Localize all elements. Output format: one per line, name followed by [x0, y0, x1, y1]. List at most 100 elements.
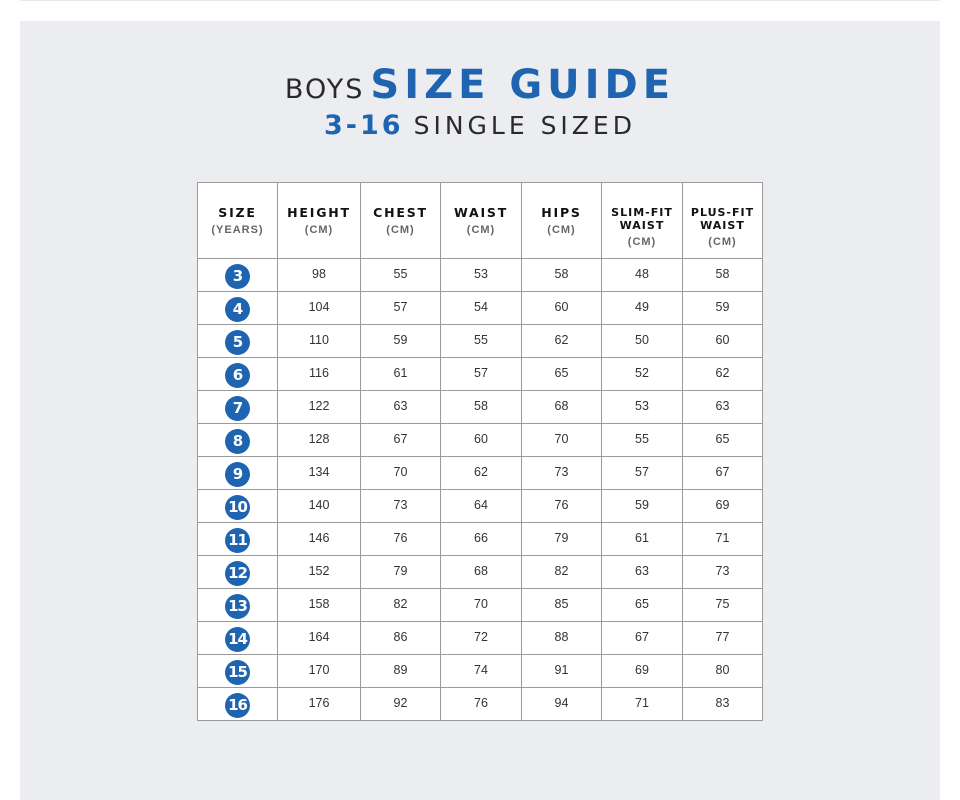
table-cell: 59 — [682, 291, 763, 325]
table-cell: 82 — [360, 588, 441, 622]
size-badge: 5 — [225, 329, 250, 355]
table-row: 11 146 76 66 79 61 71 — [197, 522, 763, 556]
table-cell: 73 — [360, 489, 441, 523]
table-cell: 79 — [360, 555, 441, 589]
title-prefix: BOYS — [284, 74, 365, 105]
table-cell: 140 — [277, 489, 361, 523]
table-cell: 61 — [601, 522, 683, 556]
column-header-unit: (YEARS) — [211, 224, 264, 236]
table-cell: 92 — [360, 687, 441, 721]
table-cell: 49 — [601, 291, 683, 325]
table-row: 6 116 61 57 65 52 62 — [197, 357, 763, 391]
table-cell: 76 — [360, 522, 441, 556]
title-main: SIZE GUIDE — [370, 62, 676, 108]
size-cell: 7 — [197, 390, 278, 424]
table-cell: 52 — [601, 357, 683, 391]
table-cell: 85 — [521, 588, 602, 622]
column-header-label: WAIST — [700, 219, 745, 232]
size-cell: 6 — [197, 357, 278, 391]
table-cell: 53 — [440, 258, 522, 292]
table-cell: 158 — [277, 588, 361, 622]
table-cell: 58 — [440, 390, 522, 424]
column-header-label: HIPS — [541, 205, 582, 220]
table-cell: 58 — [682, 258, 763, 292]
table-row: 16 176 92 76 94 71 83 — [197, 687, 763, 721]
table-cell: 91 — [521, 654, 602, 688]
table-header-row: SIZE (YEARS) HEIGHT (CM) CHEST (CM) WAIST (CM) H… — [197, 182, 763, 259]
table-cell: 122 — [277, 390, 361, 424]
table-cell: 80 — [682, 654, 763, 688]
table-cell: 55 — [360, 258, 441, 292]
table-cell: 98 — [277, 258, 361, 292]
table-cell: 55 — [601, 423, 683, 457]
column-header-label: HEIGHT — [287, 205, 351, 220]
size-badge: 9 — [225, 461, 250, 487]
table-cell: 134 — [277, 456, 361, 490]
column-header-unit: (CM) — [708, 236, 737, 248]
column-header: CHEST (CM) — [360, 182, 441, 259]
size-cell: 11 — [197, 522, 278, 556]
size-badge: 11 — [225, 527, 250, 553]
column-header: WAIST (CM) — [440, 182, 522, 259]
table-cell: 68 — [440, 555, 522, 589]
column-header: SIZE (YEARS) — [197, 182, 278, 259]
table-cell: 70 — [360, 456, 441, 490]
column-header-unit: (CM) — [627, 236, 657, 248]
table-cell: 83 — [682, 687, 763, 721]
top-divider — [20, 0, 940, 1]
table-cell: 59 — [360, 324, 441, 358]
table-cell: 67 — [360, 423, 441, 457]
size-badge: 4 — [225, 296, 250, 322]
table-cell: 94 — [521, 687, 602, 721]
table-cell: 62 — [440, 456, 522, 490]
size-cell: 14 — [197, 621, 278, 655]
size-cell: 8 — [197, 423, 278, 457]
size-cell: 9 — [197, 456, 278, 490]
table-cell: 164 — [277, 621, 361, 655]
table-cell: 68 — [521, 390, 602, 424]
table-row: 14 164 86 72 88 67 77 — [197, 621, 763, 655]
table-cell: 176 — [277, 687, 361, 721]
table-body: 3 98 55 53 58 48 58 4 104 57 54 60 49 59 5 110 59 55 62 50 6… — [197, 258, 763, 721]
column-header: HEIGHT (CM) — [277, 182, 361, 259]
table-cell: 57 — [360, 291, 441, 325]
column-header-label: PLUS-FIT — [690, 206, 755, 219]
table-cell: 70 — [440, 588, 522, 622]
size-badge: 12 — [225, 560, 250, 586]
table-cell: 48 — [601, 258, 683, 292]
table-cell: 63 — [682, 390, 763, 424]
table-cell: 53 — [601, 390, 683, 424]
table-cell: 146 — [277, 522, 361, 556]
size-badge: 7 — [225, 395, 250, 421]
column-header-label: SIZE — [218, 205, 257, 220]
table-cell: 76 — [440, 687, 522, 721]
table-cell: 55 — [440, 324, 522, 358]
table-row: 13 158 82 70 85 65 75 — [197, 588, 763, 622]
page-subtitle: 3-16 SINGLE SIZED — [0, 110, 960, 141]
size-cell: 13 — [197, 588, 278, 622]
size-badge: 3 — [225, 263, 250, 289]
size-cell: 4 — [197, 291, 278, 325]
size-cell: 16 — [197, 687, 278, 721]
table-cell: 66 — [440, 522, 522, 556]
table-cell: 54 — [440, 291, 522, 325]
table-cell: 70 — [521, 423, 602, 457]
table-cell: 110 — [277, 324, 361, 358]
table-cell: 152 — [277, 555, 361, 589]
table-cell: 57 — [440, 357, 522, 391]
table-cell: 73 — [682, 555, 763, 589]
table-cell: 65 — [601, 588, 683, 622]
column-header-label: WAIST — [619, 219, 665, 232]
page-title: BOYS SIZE GUIDE — [0, 62, 960, 108]
table-cell: 60 — [682, 324, 763, 358]
column-header-unit: (CM) — [304, 224, 334, 236]
table-cell: 62 — [521, 324, 602, 358]
size-table: SIZE (YEARS) HEIGHT (CM) CHEST (CM) WAIST (CM) H… — [197, 182, 763, 721]
column-header-label: SLIM-FIT — [611, 206, 673, 219]
column-header-unit: (CM) — [466, 224, 496, 236]
size-cell: 10 — [197, 489, 278, 523]
table-cell: 71 — [682, 522, 763, 556]
table-cell: 64 — [440, 489, 522, 523]
table-cell: 60 — [521, 291, 602, 325]
size-cell: 3 — [197, 258, 278, 292]
